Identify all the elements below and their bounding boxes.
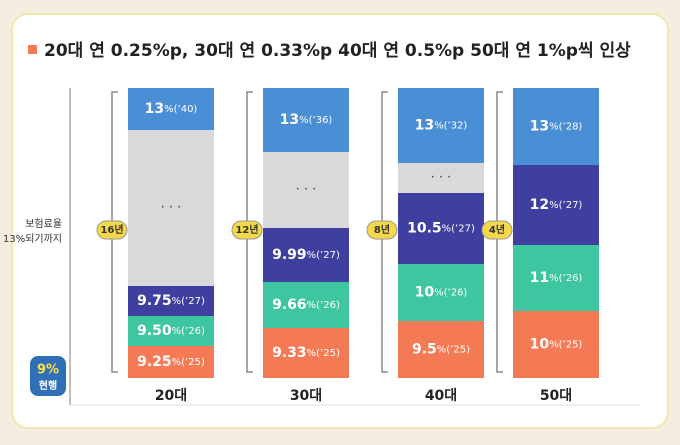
rate: 11 bbox=[530, 270, 549, 286]
rate-note: %(’32) bbox=[434, 121, 467, 132]
segment bbox=[263, 282, 349, 328]
segment-label: 10.5%(’27) bbox=[407, 221, 475, 237]
segment bbox=[263, 152, 349, 228]
segment bbox=[513, 88, 599, 165]
segment-label: 13%(’36) bbox=[280, 112, 333, 128]
segment bbox=[128, 286, 214, 316]
years-pill bbox=[481, 220, 513, 240]
segment bbox=[128, 316, 214, 346]
rate: 12 bbox=[530, 197, 549, 213]
years-label: 4년 bbox=[489, 223, 505, 236]
segment-label: 9.25%(’25) bbox=[137, 354, 205, 370]
age-label: 30대 bbox=[290, 388, 322, 404]
segment-label: 9.99%(’27) bbox=[272, 247, 340, 263]
ellipsis: · · · bbox=[296, 183, 317, 198]
rate: 9.66 bbox=[272, 297, 307, 313]
segment-label: 10%(’25) bbox=[530, 337, 583, 353]
side-label: 13%되기까지 bbox=[3, 233, 62, 245]
years-label: 16년 bbox=[100, 223, 123, 236]
segment-label: 9.33%(’25) bbox=[272, 345, 340, 361]
segment-label: 10%(’26) bbox=[415, 285, 468, 301]
rate-note: %(’26) bbox=[434, 288, 467, 299]
rate: 9.25 bbox=[137, 354, 172, 370]
age-label: 50대 bbox=[540, 388, 572, 404]
bullet bbox=[28, 45, 37, 54]
current-label: 현행 bbox=[39, 379, 57, 392]
segment-label: 13%(’40) bbox=[145, 101, 198, 117]
rate-note: %(’25) bbox=[437, 345, 470, 356]
rate-note: %(’26) bbox=[172, 326, 205, 337]
rate-note: %(’28) bbox=[549, 122, 582, 133]
rate-note: %(’25) bbox=[172, 357, 205, 368]
segment bbox=[128, 346, 214, 378]
rate: 13 bbox=[280, 112, 299, 128]
current-badge bbox=[30, 356, 66, 396]
segment bbox=[398, 193, 484, 264]
segment bbox=[513, 245, 599, 311]
rate: 13 bbox=[530, 119, 549, 135]
age-label: 20대 bbox=[155, 388, 187, 404]
rate-note: %(’27) bbox=[172, 296, 205, 307]
years-pill bbox=[366, 220, 398, 240]
rate-note: %(’26) bbox=[549, 273, 582, 284]
segment bbox=[398, 88, 484, 163]
segment-label: 9.50%(’26) bbox=[137, 323, 205, 339]
title: 20대 연 0.25%p, 30대 연 0.33%p 40대 연 0.5%p 5… bbox=[44, 41, 631, 61]
segment-label: 12%(’27) bbox=[530, 197, 583, 213]
segment bbox=[398, 163, 484, 193]
rate-note: %(’27) bbox=[442, 224, 475, 235]
ellipsis: · · · bbox=[431, 171, 452, 186]
rate: 13 bbox=[145, 101, 164, 117]
segment bbox=[398, 321, 484, 378]
rate: 9.5 bbox=[412, 342, 437, 358]
rate: 13 bbox=[415, 118, 434, 134]
rate-note: %(’26) bbox=[307, 300, 340, 311]
rate: 10 bbox=[530, 337, 550, 353]
side-label: 보험료율 bbox=[25, 218, 62, 230]
rate-note: %(’27) bbox=[549, 200, 582, 211]
rate: 10 bbox=[415, 285, 435, 301]
segment-label: 11%(’26) bbox=[530, 270, 583, 286]
segment bbox=[263, 328, 349, 378]
segment bbox=[128, 130, 214, 286]
segment bbox=[513, 165, 599, 245]
rate: 10.5 bbox=[407, 221, 442, 237]
segment bbox=[263, 228, 349, 282]
segment-label: 9.5%(’25) bbox=[412, 342, 470, 358]
segment-label: 13%(’32) bbox=[415, 118, 468, 134]
rate: 9.33 bbox=[272, 345, 307, 361]
rate-note: %(’25) bbox=[307, 348, 340, 359]
ellipsis: · · · bbox=[161, 201, 182, 216]
rate-note: %(’27) bbox=[307, 250, 340, 261]
rate: 9.50 bbox=[137, 323, 172, 339]
years-pill bbox=[231, 220, 263, 240]
years-label: 8년 bbox=[374, 223, 390, 236]
rate: 9.75 bbox=[137, 293, 172, 309]
rate: 9.99 bbox=[272, 247, 307, 263]
age-label: 40대 bbox=[425, 388, 457, 404]
segment bbox=[398, 264, 484, 321]
segment-label: 9.75%(’27) bbox=[137, 293, 205, 309]
segment-label: 9.66%(’26) bbox=[272, 297, 340, 313]
rate-note: %(’25) bbox=[549, 340, 582, 351]
segment bbox=[128, 88, 214, 130]
current-value: 9% bbox=[37, 363, 59, 378]
rate-note: %(’40) bbox=[164, 104, 197, 115]
segment bbox=[513, 311, 599, 378]
years-label: 12년 bbox=[235, 223, 258, 236]
years-pill bbox=[96, 220, 128, 240]
segment bbox=[263, 88, 349, 152]
segment-label: 13%(’28) bbox=[530, 119, 583, 135]
rate-note: %(’36) bbox=[299, 115, 332, 126]
